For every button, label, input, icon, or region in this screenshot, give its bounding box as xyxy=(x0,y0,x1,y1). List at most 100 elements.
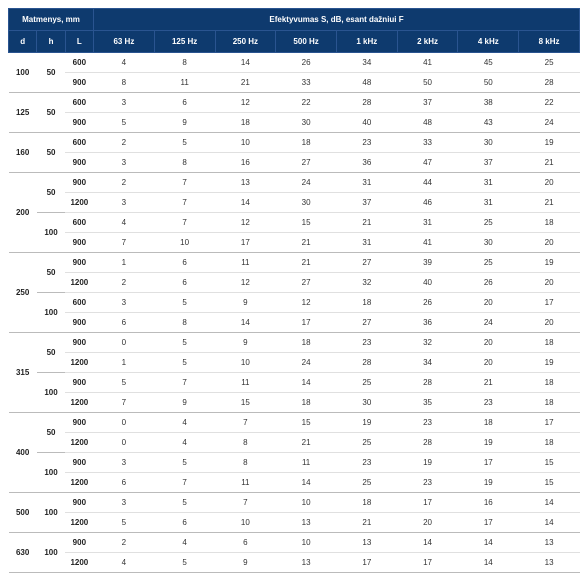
cell-value: 4 xyxy=(154,433,215,453)
cell-value: 7 xyxy=(215,413,276,433)
cell-value: 37 xyxy=(458,153,519,173)
cell-value: 33 xyxy=(276,73,337,93)
table-row: 120056101321201714 xyxy=(9,513,580,533)
cell-value: 27 xyxy=(276,273,337,293)
cell-value: 15 xyxy=(276,413,337,433)
cell-value: 26 xyxy=(276,53,337,73)
cell-value: 27 xyxy=(276,153,337,173)
cell-value: 14 xyxy=(215,313,276,333)
cell-value: 25 xyxy=(336,473,397,493)
table-row: 2505090016112127392519 xyxy=(9,253,580,273)
cell-value: 30 xyxy=(276,193,337,213)
cell-value: 41 xyxy=(397,233,458,253)
cell-value: 14 xyxy=(215,53,276,73)
cell-L: 1200 xyxy=(65,553,93,573)
cell-value: 24 xyxy=(276,353,337,373)
cell-L: 1200 xyxy=(65,433,93,453)
cell-value: 18 xyxy=(336,493,397,513)
cell-value: 1 xyxy=(94,253,155,273)
cell-value: 18 xyxy=(519,213,580,233)
cell-value: 0 xyxy=(94,413,155,433)
cell-value: 23 xyxy=(397,413,458,433)
cell-value: 6 xyxy=(94,473,155,493)
cell-L: 1200 xyxy=(65,193,93,213)
cell-value: 20 xyxy=(458,293,519,313)
cell-value: 10 xyxy=(215,353,276,373)
cell-value: 32 xyxy=(336,273,397,293)
table-row: 900811213348505028 xyxy=(9,73,580,93)
cell-L: 1200 xyxy=(65,273,93,293)
cell-value: 16 xyxy=(215,153,276,173)
cell-value: 24 xyxy=(519,113,580,133)
cell-h: 50 xyxy=(37,93,65,133)
cell-value: 7 xyxy=(154,193,215,213)
table-row: 1255060036122228373822 xyxy=(9,93,580,113)
cell-d: 160 xyxy=(9,133,37,173)
cell-value: 14 xyxy=(215,193,276,213)
cell-h: 100 xyxy=(37,373,65,413)
cell-value: 30 xyxy=(276,113,337,133)
cell-value: 11 xyxy=(154,73,215,93)
cell-value: 10 xyxy=(154,233,215,253)
header-freq: 250 Hz xyxy=(215,31,276,53)
header-L: L xyxy=(65,31,93,53)
cell-value: 5 xyxy=(154,353,215,373)
header-dim-group: Matmenys, mm xyxy=(9,9,94,31)
cell-value: 11 xyxy=(276,453,337,473)
header-freq: 500 Hz xyxy=(276,31,337,53)
table-row: 5001009003571018171614 xyxy=(9,493,580,513)
cell-value: 6 xyxy=(154,513,215,533)
cell-value: 27 xyxy=(336,253,397,273)
cell-value: 18 xyxy=(336,293,397,313)
cell-h: 50 xyxy=(37,413,65,453)
cell-L: 900 xyxy=(65,233,93,253)
cell-value: 12 xyxy=(215,213,276,233)
cell-value: 21 xyxy=(458,373,519,393)
cell-value: 8 xyxy=(154,313,215,333)
table-row: 315509000591823322018 xyxy=(9,333,580,353)
cell-value: 9 xyxy=(154,113,215,133)
cell-L: 900 xyxy=(65,113,93,133)
cell-value: 21 xyxy=(276,433,337,453)
cell-value: 20 xyxy=(519,273,580,293)
cell-value: 24 xyxy=(458,313,519,333)
cell-value: 26 xyxy=(397,293,458,313)
table-row: 120037143037463121 xyxy=(9,193,580,213)
table-row: 12004591317171413 xyxy=(9,553,580,573)
cell-value: 14 xyxy=(458,553,519,573)
cell-value: 28 xyxy=(336,353,397,373)
cell-value: 31 xyxy=(336,173,397,193)
table-row: 90038162736473721 xyxy=(9,153,580,173)
cell-value: 17 xyxy=(519,293,580,313)
cell-value: 21 xyxy=(276,253,337,273)
cell-value: 24 xyxy=(276,173,337,193)
cell-value: 41 xyxy=(397,53,458,73)
cell-value: 3 xyxy=(94,193,155,213)
cell-L: 900 xyxy=(65,153,93,173)
cell-value: 6 xyxy=(154,93,215,113)
cell-h: 100 xyxy=(37,293,65,333)
cell-value: 8 xyxy=(215,433,276,453)
cell-value: 36 xyxy=(397,313,458,333)
cell-value: 13 xyxy=(215,173,276,193)
cell-value: 2 xyxy=(94,173,155,193)
cell-value: 18 xyxy=(276,393,337,413)
cell-value: 34 xyxy=(397,353,458,373)
cell-value: 31 xyxy=(458,173,519,193)
header-row: d h L 63 Hz 125 Hz 250 Hz 500 Hz 1 kHz 2… xyxy=(9,31,580,53)
cell-L: 900 xyxy=(65,333,93,353)
cell-value: 5 xyxy=(94,113,155,133)
table-row: 1006003591218262017 xyxy=(9,293,580,313)
table-row: 1009003581123191715 xyxy=(9,453,580,473)
cell-value: 7 xyxy=(215,493,276,513)
cell-d: 250 xyxy=(9,253,37,333)
cell-h: 100 xyxy=(37,533,65,573)
cell-value: 14 xyxy=(519,493,580,513)
cell-value: 37 xyxy=(336,193,397,213)
cell-value: 11 xyxy=(215,253,276,273)
cell-value: 15 xyxy=(215,393,276,413)
cell-value: 3 xyxy=(94,453,155,473)
cell-value: 23 xyxy=(336,333,397,353)
cell-L: 900 xyxy=(65,533,93,553)
table-row: 12000482125281918 xyxy=(9,433,580,453)
